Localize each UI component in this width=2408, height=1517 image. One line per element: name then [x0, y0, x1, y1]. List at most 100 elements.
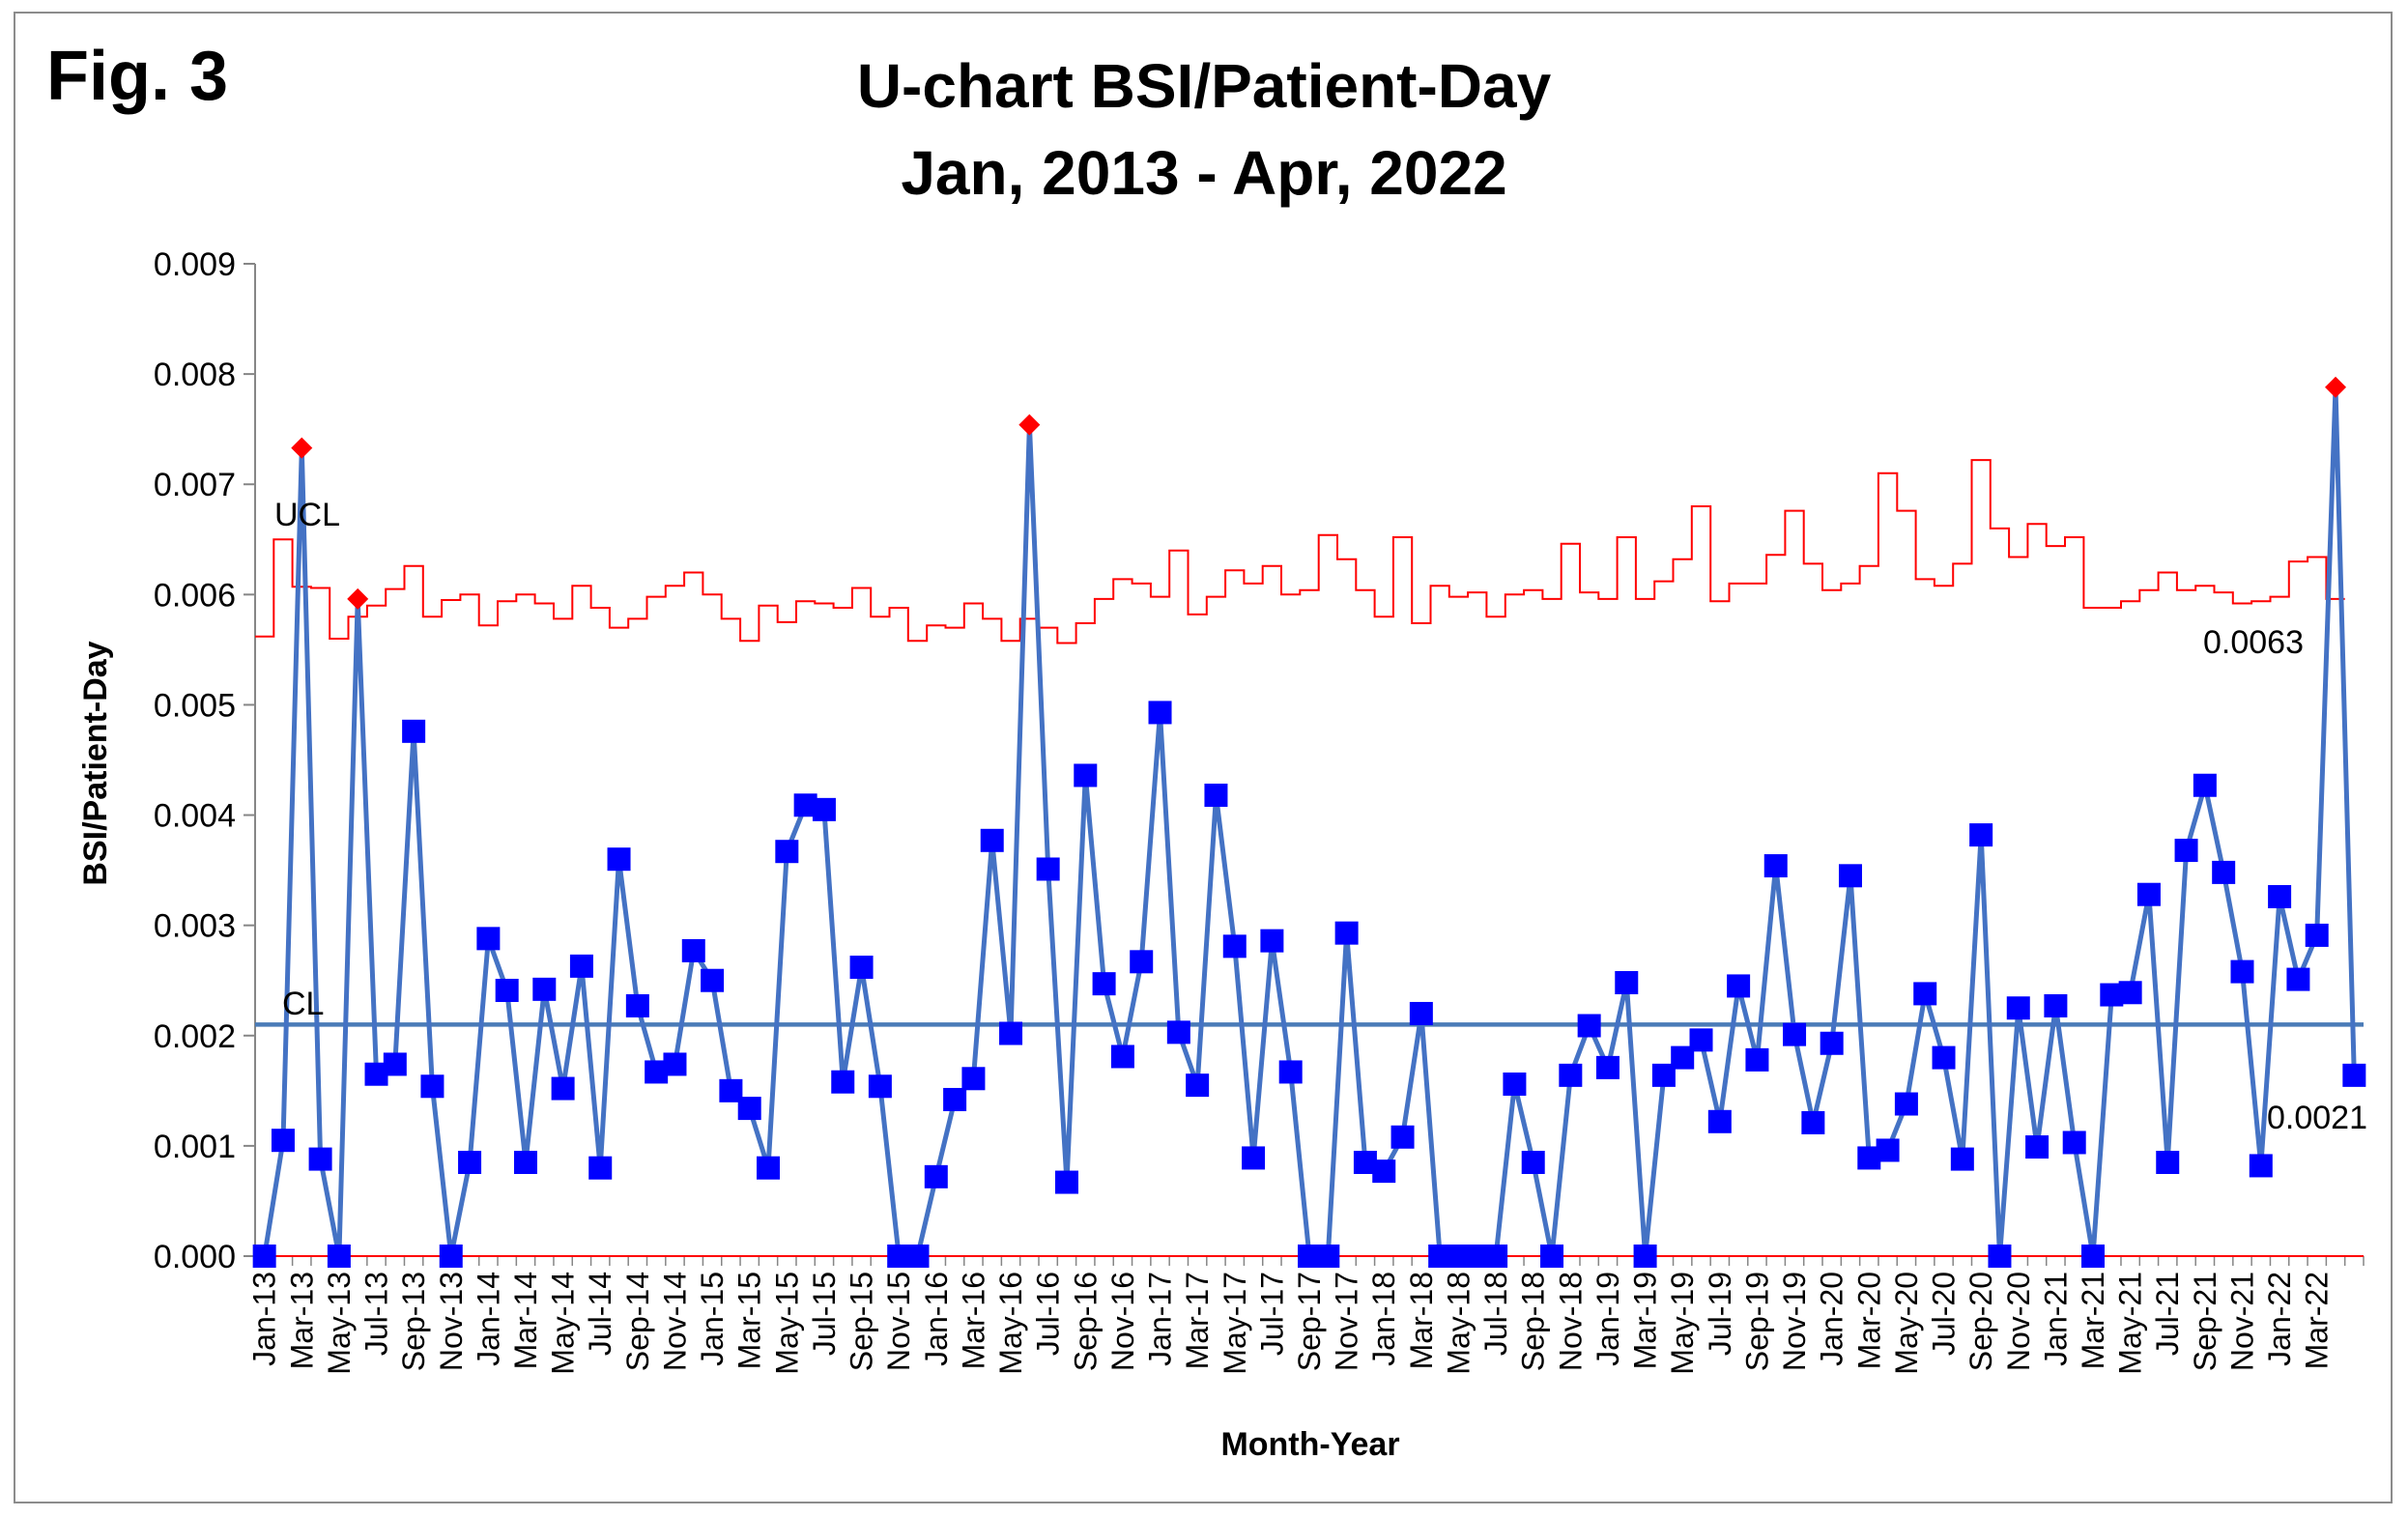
data-point [2342, 1063, 2366, 1087]
cl-label: CL [282, 986, 324, 1022]
x-tick-label: Nov-13 [434, 1272, 469, 1371]
x-tick-label: Jul-20 [1927, 1272, 1962, 1356]
x-axis-label: Month-Year [1220, 1426, 1399, 1463]
data-point [663, 1052, 687, 1076]
data-point [458, 1151, 482, 1175]
ucl-label: UCL [274, 497, 340, 533]
data-point [2156, 1151, 2180, 1175]
data-point [569, 954, 593, 978]
data-point [2174, 839, 2198, 863]
annotations: UCL CL 0.0063 0.0021 [274, 497, 2367, 1136]
data-point [1838, 864, 1862, 888]
x-tick-label: May-19 [1665, 1272, 1700, 1375]
x-tick-label: Mar-13 [284, 1272, 319, 1369]
data-point [1054, 1170, 1078, 1194]
data-point [1540, 1245, 1564, 1268]
data-point [812, 797, 836, 821]
data-point [757, 1156, 781, 1180]
x-tick-label: Sep-19 [1739, 1272, 1774, 1371]
x-tick-label: Jul-14 [583, 1272, 617, 1356]
x-tick-label: May-15 [769, 1272, 804, 1375]
x-tick-label: Mar-21 [2076, 1272, 2110, 1369]
data-point [1260, 929, 1284, 953]
data-point [961, 1067, 986, 1091]
data-point [1801, 1110, 1825, 1134]
data-point [924, 1164, 948, 1188]
x-tick-label: Nov-14 [657, 1272, 692, 1371]
x-tick-label: May-17 [1218, 1272, 1252, 1375]
x-tick-label: Jul-13 [359, 1272, 394, 1356]
data-point [1707, 1109, 1732, 1133]
data-point [2193, 773, 2217, 797]
x-tick-label: Nov-17 [1330, 1272, 1364, 1371]
x-tick-label: Jul-19 [1703, 1272, 1737, 1356]
x-tick-label: Mar-16 [956, 1272, 990, 1369]
x-tick-label: Sep-21 [2188, 1272, 2222, 1371]
data-point [1876, 1138, 1900, 1162]
x-tick-label: Jan-22 [2262, 1272, 2297, 1366]
data-point [1521, 1151, 1545, 1175]
data-point [2044, 993, 2068, 1017]
data-point [1242, 1146, 1266, 1170]
y-tick-label: 0.003 [154, 908, 236, 945]
y-tick-label: 0.001 [154, 1129, 236, 1165]
x-tick-label: May-13 [322, 1272, 357, 1375]
data-point [532, 977, 557, 1001]
data-point [681, 938, 705, 962]
y-tick-label: 0.002 [154, 1018, 236, 1055]
y-tick-label: 0.008 [154, 357, 236, 393]
data-point [1689, 1028, 1713, 1052]
data-point [1950, 1147, 1974, 1171]
data-point [2249, 1154, 2273, 1178]
series-lines [255, 385, 2364, 1259]
x-tick-label: Sep-18 [1516, 1272, 1551, 1371]
data-point [2081, 1245, 2106, 1268]
x-tick-label: Mar-20 [1851, 1272, 1886, 1369]
x-tick-label: Nov-19 [1777, 1272, 1812, 1371]
data-point [2212, 860, 2236, 884]
chart-frame [14, 12, 2393, 1503]
data-point [551, 1076, 575, 1101]
data-point [1148, 701, 1172, 725]
x-tick-label: Jan-20 [1815, 1272, 1849, 1366]
data-point [831, 1070, 855, 1094]
data-point [252, 1245, 276, 1268]
data-point [1334, 921, 1359, 945]
x-tick-label: Jan-13 [247, 1272, 282, 1366]
data-point [1204, 784, 1228, 808]
x-tick-label: Nov-15 [881, 1272, 916, 1371]
data-point [1783, 1022, 1807, 1046]
data-point [1372, 1159, 1396, 1184]
data-point [2118, 981, 2142, 1005]
data-point [1130, 950, 1154, 974]
data-point [2268, 884, 2292, 908]
data-point [849, 956, 874, 980]
data-point [1820, 1031, 1844, 1055]
ucl-value-label: 0.0063 [2203, 624, 2304, 661]
data-point [1110, 1045, 1134, 1069]
data-point [980, 828, 1004, 852]
data-point [737, 1097, 761, 1121]
x-tick-label: Jan-21 [2038, 1272, 2073, 1366]
x-tick-label: Jan-15 [695, 1272, 730, 1366]
data-point [588, 1156, 613, 1180]
data-point [383, 1052, 407, 1076]
x-tick-label: Jul-17 [1254, 1272, 1289, 1356]
out-of-control-point [291, 437, 313, 459]
data-point [1222, 934, 1247, 959]
data-point [1390, 1125, 1415, 1149]
y-tick-label: 0.009 [154, 246, 236, 283]
data-point [1092, 972, 1116, 996]
x-tick-label: May-18 [1441, 1272, 1476, 1375]
ucl-step-line [255, 459, 2345, 644]
series-markers [252, 376, 2366, 1268]
x-tick-label: Nov-18 [1553, 1272, 1588, 1371]
y-tick-label: 0.006 [154, 577, 236, 614]
data-point [1894, 1092, 1918, 1116]
data-point [2305, 923, 2329, 947]
axes [254, 264, 2364, 1257]
x-tick-label: Sep-13 [396, 1272, 431, 1371]
figure-label: Fig. 3 [46, 38, 229, 115]
data-point [1932, 1045, 1956, 1070]
data-point [2062, 1131, 2086, 1155]
